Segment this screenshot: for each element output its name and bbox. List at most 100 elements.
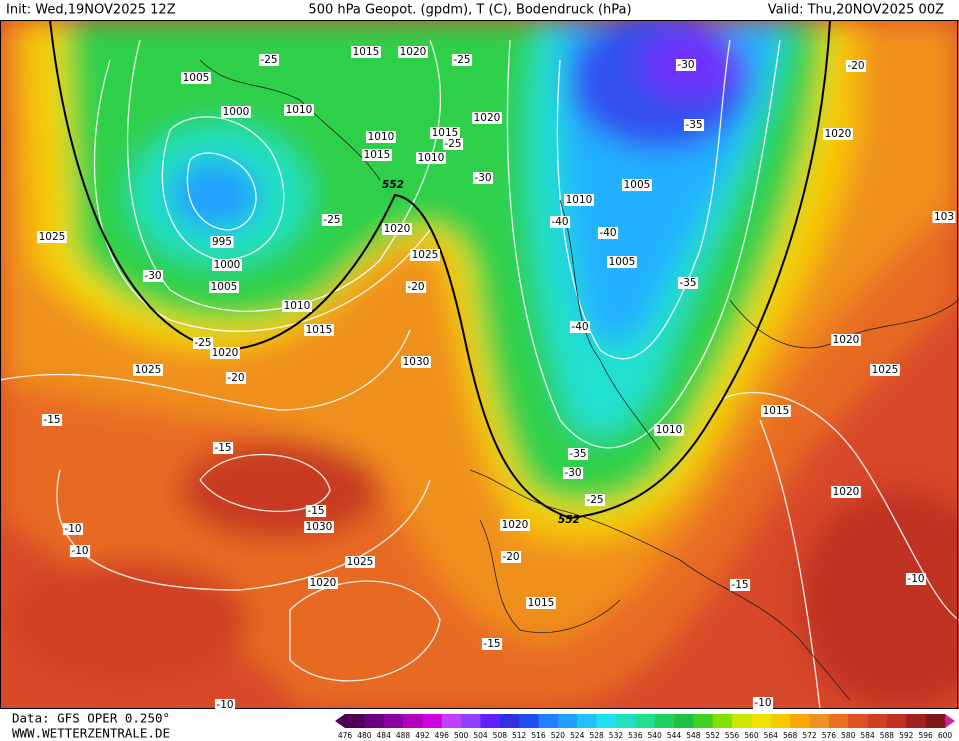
temperature-label-box: [69, 545, 91, 557]
colorbar-segment: [383, 714, 404, 728]
pressure-label-group: 1005: [622, 179, 652, 191]
colorbar-segment: [925, 714, 946, 728]
colorbar-tick-label: 588: [880, 731, 895, 740]
temperature-label: -20: [407, 281, 424, 293]
pressure-label: 1030: [306, 521, 333, 533]
colorbar-tick-label: 584: [860, 731, 875, 740]
colorbar-tick-label: 580: [841, 731, 856, 740]
temperature-label: -30: [144, 270, 161, 282]
pressure-label-box: [362, 149, 392, 161]
map-frame: [0, 20, 958, 709]
temperature-label-box: [442, 138, 464, 150]
pressure-label: 1025: [135, 364, 162, 376]
colorbar-tick-label: 568: [783, 731, 798, 740]
colorbar-segment: [712, 714, 733, 728]
colorbar-tick-label: 592: [899, 731, 914, 740]
temperature-label-box: [562, 467, 584, 479]
isobars: [0, 39, 959, 709]
temperature-label: -10: [754, 697, 771, 709]
temperature-label-group: -20: [405, 281, 427, 293]
temperature-label-box: [212, 442, 234, 454]
pressure-label: 1025: [39, 231, 66, 243]
pressure-label-group: 1005: [209, 281, 239, 293]
pressure-label-box: [932, 211, 956, 223]
pressure-label: 1010: [656, 424, 683, 436]
colorbar-high-arrow: [945, 714, 955, 728]
temperature-label-group: -25: [321, 214, 343, 226]
site: WWW.WETTERZENTRALE.DE: [12, 726, 170, 741]
pressure-label-group: 1025: [345, 556, 375, 568]
temperature-label-box: [567, 448, 589, 460]
pressure-label: 1020: [825, 128, 852, 140]
pressure-label: 1020: [833, 486, 860, 498]
colorbar-segment: [635, 714, 655, 728]
temperature-label-box: [845, 60, 867, 72]
temperature-label: -25: [586, 494, 603, 506]
temperature-label: -20: [227, 372, 244, 384]
colorbar-segment: [422, 714, 443, 728]
pressure-label-group: 1010: [282, 300, 312, 312]
colorbar-tick-label: 540: [648, 731, 663, 740]
temperature-label-group: -40: [597, 227, 619, 239]
temperature-label-box: [675, 59, 697, 71]
pressure-label-group: 1030: [304, 521, 334, 533]
colorbar-segment: [751, 714, 772, 728]
pressure-label: 995: [212, 236, 232, 248]
temperature-label-box: [597, 227, 619, 239]
pressure-label-group: 1015: [526, 597, 556, 609]
colorbar-tick-label: 504: [473, 731, 488, 740]
pressure-label-box: [209, 281, 239, 293]
pressure-label: 1030: [403, 356, 430, 368]
pressure-label-group: 1020: [398, 46, 428, 58]
pressure-label: 1020: [400, 46, 427, 58]
pressure-label-group: 1005: [181, 72, 211, 84]
temperature-label-box: [905, 573, 927, 585]
pressure-label-box: [622, 179, 652, 191]
colorbar-segment: [770, 714, 791, 728]
temperature-label: -10: [71, 545, 88, 557]
pressure-label-box: [401, 356, 431, 368]
temperature-label: -10: [216, 699, 233, 711]
colorbar-segment: [577, 714, 597, 728]
temperature-label: -25: [453, 54, 470, 66]
pressure-label-box: [304, 324, 334, 336]
pressure-label-group: 1015: [351, 46, 381, 58]
pressure-label-group: 1015: [362, 149, 392, 161]
colorbar-tick-label: 576: [822, 731, 837, 740]
colorbar-tick-label: 548: [686, 731, 701, 740]
pressure-label: 1015: [306, 324, 333, 336]
colorbar-tick-label: 600: [938, 731, 953, 740]
geopotential-label: 552: [382, 179, 404, 191]
pressure-label: 1025: [347, 556, 374, 568]
temperature-label-box: [214, 699, 236, 711]
colorbar-segment: [461, 714, 481, 728]
colorbar-segment: [596, 714, 617, 728]
colorbar-tick-label: 488: [396, 731, 411, 740]
temperature-label-group: -15: [212, 442, 234, 454]
temperature-label-box: [258, 54, 280, 66]
colorbar-tick-label: 532: [609, 731, 624, 740]
pressure-label: 1020: [833, 334, 860, 346]
pressure-label-box: [526, 597, 556, 609]
pressure-label-box: [654, 424, 684, 436]
pressure-label: 1015: [528, 597, 555, 609]
temperature-label-group: -20: [500, 551, 522, 563]
pressure-label: 1005: [609, 256, 636, 268]
colorbar-tick-label: 476: [338, 731, 353, 740]
pressure-label: 1020: [384, 223, 411, 235]
pressure-label-group: 1025: [870, 364, 900, 376]
pressure-label: 1020: [502, 519, 529, 531]
pressure-label-box: [210, 347, 240, 359]
pressure-label: 1015: [364, 149, 391, 161]
temperature-label-group: -30: [675, 59, 697, 71]
colorbar-tick-label: 528: [589, 731, 604, 740]
geopotential-label-group: 552: [382, 179, 404, 191]
geopotential-label-group: 552: [558, 514, 580, 526]
temperature-label-group: -30: [562, 467, 584, 479]
temperature-label: -25: [260, 54, 277, 66]
pressure-label: 1025: [872, 364, 899, 376]
temperature-label-box: [41, 414, 63, 426]
temperature-label: -15: [214, 442, 231, 454]
pressure-label-group: 995: [210, 236, 234, 248]
